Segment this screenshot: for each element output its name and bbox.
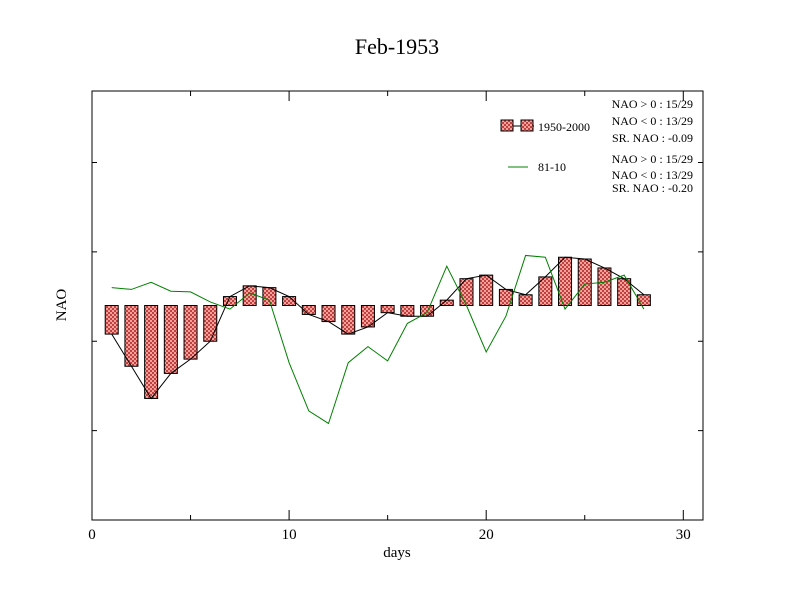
bar	[104, 305, 119, 335]
bar	[183, 305, 198, 360]
bar	[439, 299, 454, 307]
legend-label-81-10: 81-10	[538, 160, 566, 174]
axes: 0 10 20 30	[88, 91, 703, 543]
stats-1950-2000: NAO > 0 : 15/29 NAO < 0 : 13/29 SR. NAO …	[612, 97, 693, 145]
x-tick-label: 0	[88, 527, 96, 543]
line-layer	[111, 254, 645, 425]
bar	[597, 267, 612, 306]
bar	[262, 287, 277, 306]
bar	[341, 305, 356, 335]
bar-series-1950-2000	[104, 256, 651, 399]
stats-81-10: NAO > 0 : 15/29 NAO < 0 : 13/29 SR. NAO …	[612, 152, 693, 195]
stat-line: NAO < 0 : 13/29	[612, 168, 693, 182]
bar	[203, 305, 218, 342]
plot-frame	[91, 90, 704, 521]
x-tick-label: 30	[676, 527, 691, 543]
legend-swatch-1950-2000-right	[520, 119, 534, 132]
bar	[380, 305, 395, 314]
legend-label-1950-2000: 1950-2000	[538, 120, 590, 134]
stat-line: NAO > 0 : 15/29	[612, 97, 693, 111]
bar	[124, 305, 139, 367]
bar	[518, 294, 533, 306]
series-line-81-10	[111, 254, 645, 425]
bar	[321, 305, 336, 323]
legend: 1950-2000 81-10	[500, 119, 590, 174]
series-line-1950-2000	[111, 256, 645, 400]
bar	[479, 274, 494, 306]
stat-line: NAO < 0 : 13/29	[612, 114, 693, 128]
legend-swatch-1950-2000-left	[500, 119, 514, 132]
chart-title: Feb-1953	[355, 34, 439, 59]
stat-line: SR. NAO : -0.20	[612, 181, 693, 195]
bar	[459, 278, 474, 306]
bar	[163, 305, 178, 374]
bar	[636, 294, 651, 306]
bar	[222, 296, 237, 306]
x-tick-label: 10	[282, 527, 297, 543]
bar	[400, 305, 415, 317]
y-axis-label: NAO	[54, 289, 70, 322]
bar	[144, 305, 159, 399]
bar	[577, 258, 592, 306]
x-axis-label: days	[383, 545, 411, 561]
stat-line: SR. NAO : -0.09	[612, 131, 693, 145]
stat-line: NAO > 0 : 15/29	[612, 152, 693, 166]
x-tick-label: 20	[479, 527, 494, 543]
